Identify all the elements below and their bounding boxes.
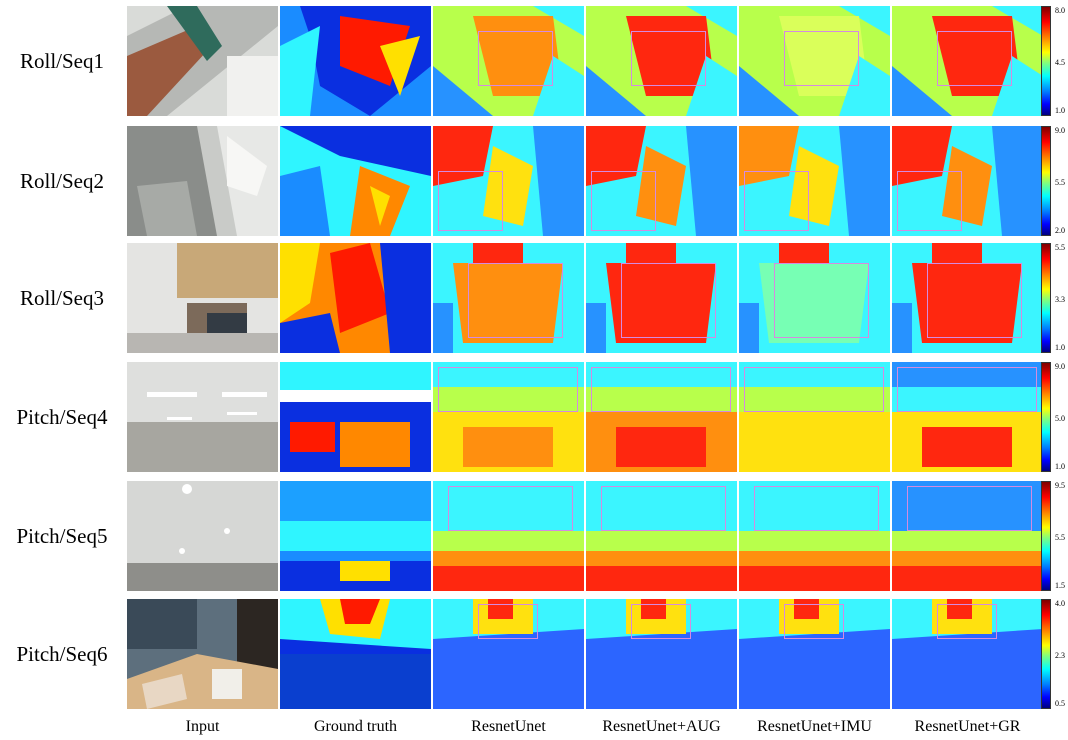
predicted-depth-map: [739, 481, 890, 591]
predicted-depth-map: [739, 599, 890, 709]
predicted-depth-map: [739, 362, 890, 472]
highlight-box: [468, 263, 563, 338]
depth-colorbar: [1041, 599, 1051, 709]
predicted-depth-map: [433, 362, 584, 472]
highlight-box: [438, 367, 578, 412]
column-label: ResnetUnet+IMU: [757, 718, 872, 735]
highlight-box: [907, 486, 1032, 531]
highlight-box: [601, 486, 726, 531]
colorbar-tick-label: 1.5: [1055, 581, 1065, 590]
row-label: Roll/Seq1: [19, 49, 104, 73]
predicted-depth-map: [739, 6, 890, 116]
highlight-box: [631, 31, 706, 86]
colorbar-tick-label: 2.3: [1055, 651, 1065, 660]
highlight-box: [784, 604, 844, 639]
highlight-box: [784, 31, 859, 86]
colorbar-tick-label: 8.0: [1055, 6, 1065, 15]
highlight-box: [631, 604, 691, 639]
row-label: Pitch/Seq6: [16, 642, 108, 666]
colorbar-tick-label: 5.5: [1055, 178, 1065, 187]
predicted-depth-map: [586, 6, 737, 116]
input-image: [127, 599, 278, 709]
colorbar-tick-label: 9.0: [1055, 126, 1065, 135]
predicted-depth-map: [892, 481, 1043, 591]
input-image: [127, 362, 278, 472]
highlight-box: [621, 263, 716, 338]
highlight-box: [478, 604, 538, 639]
predicted-depth-map: [586, 481, 737, 591]
highlight-box: [744, 171, 809, 231]
colorbar-tick-label: 1.0: [1055, 106, 1065, 115]
predicted-depth-map: [892, 6, 1043, 116]
predicted-depth-map: [433, 126, 584, 236]
predicted-depth-map: [586, 599, 737, 709]
highlight-box: [478, 31, 553, 86]
row-label: Pitch/Seq4: [16, 405, 108, 429]
input-image: [127, 6, 278, 116]
highlight-box: [591, 171, 656, 231]
highlight-box: [448, 486, 573, 531]
depth-colorbar: [1041, 362, 1051, 472]
colorbar-tick-label: 4.5: [1055, 58, 1065, 67]
row-label: Pitch/Seq5: [16, 524, 108, 548]
input-image: [127, 243, 278, 353]
ground-truth-depth-map: [280, 126, 431, 236]
predicted-depth-map: [892, 126, 1043, 236]
predicted-depth-map: [892, 362, 1043, 472]
colorbar-tick-label: 5.5: [1055, 533, 1065, 542]
column-label: Input: [185, 718, 220, 735]
highlight-box: [754, 486, 879, 531]
predicted-depth-map: [433, 599, 584, 709]
colorbar-tick-label: 5.5: [1055, 243, 1065, 252]
row-label: Roll/Seq3: [19, 286, 104, 310]
column-label: ResnetUnet+AUG: [602, 718, 721, 735]
ground-truth-depth-map: [280, 6, 431, 116]
predicted-depth-map: [433, 243, 584, 353]
highlight-box: [438, 171, 503, 231]
depth-colorbar: [1041, 243, 1051, 353]
ground-truth-depth-map: [280, 243, 431, 353]
highlight-box: [744, 367, 884, 412]
predicted-depth-map: [892, 599, 1043, 709]
predicted-depth-map: [739, 243, 890, 353]
row-label: Roll/Seq2: [19, 169, 104, 193]
input-image: [127, 481, 278, 591]
depth-colorbar: [1041, 126, 1051, 236]
column-label: ResnetUnet: [471, 718, 546, 735]
colorbar-tick-label: 1.0: [1055, 343, 1065, 352]
highlight-box: [591, 367, 731, 412]
predicted-depth-map: [739, 126, 890, 236]
highlight-box: [937, 31, 1012, 86]
colorbar-tick-label: 9.0: [1055, 362, 1065, 371]
predicted-depth-map: [586, 243, 737, 353]
colorbar-tick-label: 9.5: [1055, 481, 1065, 490]
predicted-depth-map: [433, 6, 584, 116]
highlight-box: [897, 367, 1037, 412]
highlight-box: [897, 171, 962, 231]
colorbar-tick-label: 5.0: [1055, 414, 1065, 423]
input-image: [127, 126, 278, 236]
highlight-box: [937, 604, 997, 639]
ground-truth-depth-map: [280, 362, 431, 472]
colorbar-tick-label: 0.5: [1055, 699, 1065, 708]
highlight-box: [774, 263, 869, 338]
column-label: Ground truth: [313, 718, 398, 735]
highlight-box: [927, 263, 1022, 338]
ground-truth-depth-map: [280, 481, 431, 591]
colorbar-tick-label: 4.0: [1055, 599, 1065, 608]
depth-colorbar: [1041, 6, 1051, 116]
colorbar-tick-label: 2.0: [1055, 226, 1065, 235]
colorbar-tick-label: 3.3: [1055, 295, 1065, 304]
colorbar-tick-label: 1.0: [1055, 462, 1065, 471]
column-label: ResnetUnet+GR: [914, 718, 1021, 735]
predicted-depth-map: [586, 126, 737, 236]
predicted-depth-map: [586, 362, 737, 472]
depth-colorbar: [1041, 481, 1051, 591]
predicted-depth-map: [892, 243, 1043, 353]
ground-truth-depth-map: [280, 599, 431, 709]
predicted-depth-map: [433, 481, 584, 591]
